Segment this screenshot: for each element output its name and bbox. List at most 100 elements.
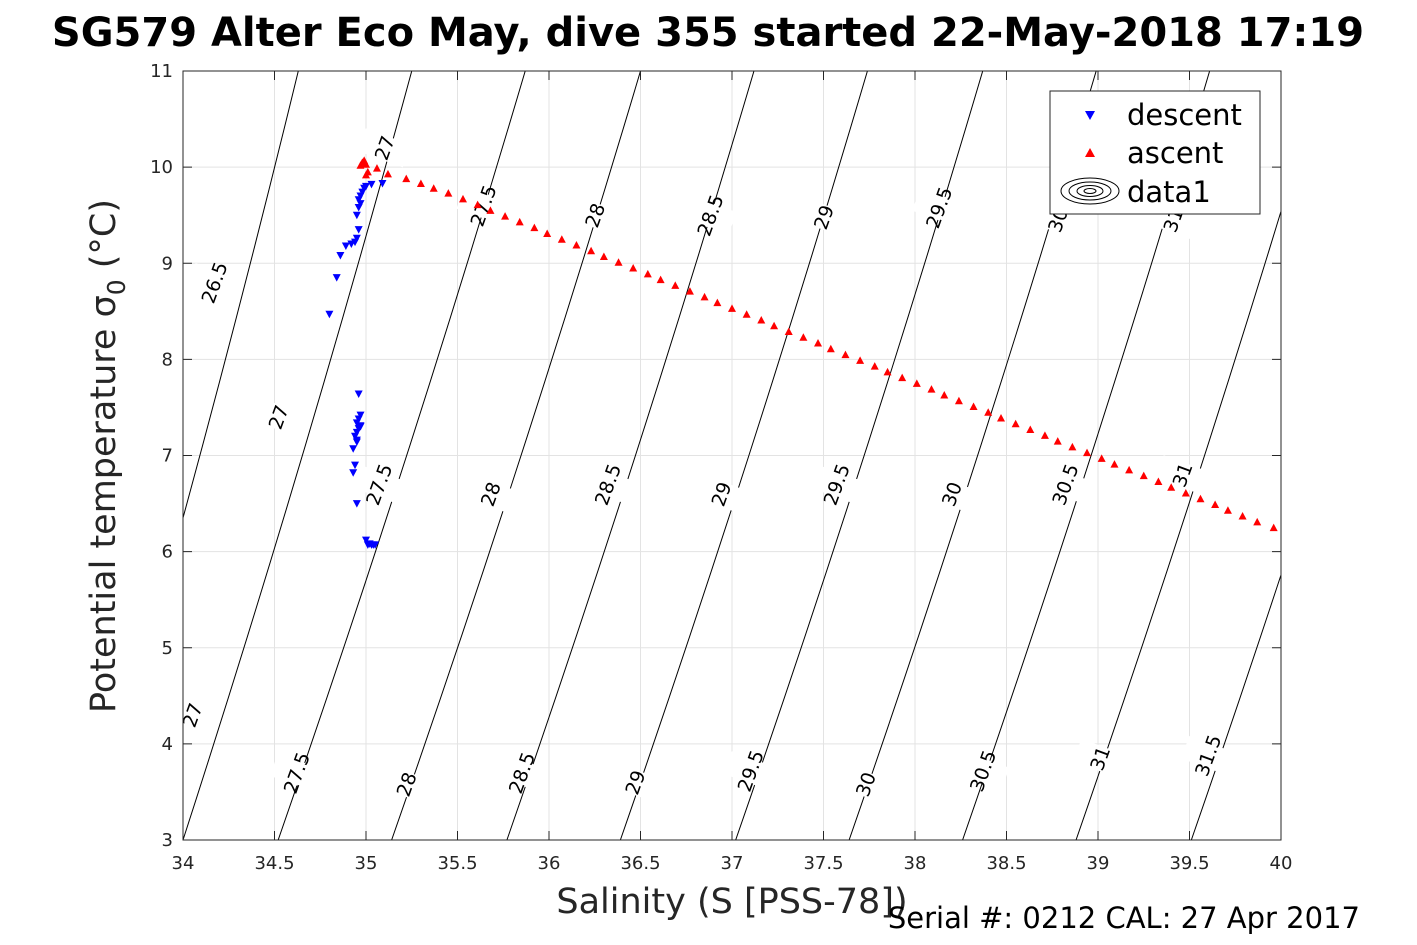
isopycnal-contour	[391, 71, 641, 840]
ascent-point	[969, 402, 978, 410]
ascent-point	[1211, 500, 1220, 509]
contour-label-bg	[723, 751, 777, 791]
x-tick-label: 36.5	[620, 853, 660, 874]
ascent-point	[870, 362, 879, 370]
ascent-point	[1097, 454, 1106, 462]
descent-point	[325, 310, 334, 319]
ascent-point	[1139, 471, 1148, 480]
y-tick-label: 8	[162, 349, 173, 370]
ascent-point	[940, 390, 949, 399]
ascent-point	[1196, 494, 1205, 503]
descent-point	[352, 234, 361, 243]
ascent-point	[599, 252, 608, 261]
y-axis-label-main: Potential temperature σ	[84, 295, 124, 713]
descent-point	[356, 411, 365, 420]
ascent-point	[1223, 506, 1232, 514]
contour-label-bg	[494, 753, 549, 793]
ascent-point	[486, 206, 495, 214]
ascent-point	[856, 356, 865, 364]
ascent-point	[587, 246, 596, 255]
ascent-point	[912, 379, 921, 387]
y-axis-label: Potential temperature σ0 (°C)	[84, 199, 131, 713]
contour-label-bg	[912, 188, 966, 227]
contour-label-bg	[809, 464, 863, 504]
y-tick-label: 4	[162, 734, 173, 755]
legend-descent-marker	[1085, 111, 1095, 120]
ascent-point	[1068, 442, 1077, 451]
y-tick-label: 3	[162, 830, 173, 851]
x-tick-label: 38.5	[986, 853, 1026, 874]
y-tick-label: 6	[162, 542, 173, 563]
ascent-point	[841, 350, 850, 359]
serial-cal-footer: Serial #: 0212 CAL: 27 Apr 2017	[888, 901, 1360, 935]
contour-label-bg	[796, 197, 851, 237]
ascent-point	[1167, 483, 1176, 491]
contour-label-bg	[165, 695, 219, 735]
contour-label-bg	[463, 474, 518, 514]
ascent-point	[1154, 477, 1163, 485]
y-tick-label: 10	[150, 157, 173, 178]
ascent-point	[784, 327, 793, 335]
ascent-point	[530, 223, 539, 232]
ascent-point	[1253, 517, 1262, 526]
ascent-point	[372, 164, 381, 172]
contour-label-bg	[1181, 735, 1235, 775]
contour-label-bg	[1073, 738, 1127, 778]
ascent-point	[473, 200, 482, 209]
x-tick-label: 35	[355, 853, 378, 874]
legend-ascent-marker	[1085, 148, 1095, 157]
y-axis-label-unit: (°C)	[84, 199, 124, 279]
ascent-point	[954, 396, 963, 405]
ascent-point	[770, 321, 779, 330]
contour-label-bg	[269, 753, 324, 793]
contour-label-bg	[456, 186, 510, 226]
y-tick-label: 5	[162, 638, 173, 659]
ascent-point	[362, 160, 370, 168]
ascent-point	[713, 298, 722, 307]
ascent-point	[501, 212, 510, 220]
ascent-point	[728, 304, 736, 312]
isopycnal-contour	[1190, 573, 1281, 840]
contour-label-bg	[1031, 200, 1085, 240]
ascent-point	[643, 269, 652, 278]
contour-label-bg	[1155, 455, 1209, 495]
x-axis-ticks: 34 34.5 35 35.5 36 36.5 37 37.5 38 38.5 39 39.5 40	[172, 71, 1292, 874]
x-tick-label: 35.5	[437, 853, 477, 874]
ascent-point	[1269, 523, 1278, 532]
x-tick-label: 37	[721, 853, 744, 874]
legend-box	[1049, 90, 1261, 215]
descent-point	[352, 436, 361, 445]
ascent-point	[383, 169, 392, 178]
descent-point	[349, 469, 358, 477]
ascent-point	[826, 344, 835, 353]
x-tick-label: 36	[538, 853, 561, 874]
descent-point	[356, 422, 365, 430]
ascent-point	[458, 194, 467, 203]
y-tick-label: 11	[150, 61, 173, 82]
descent-point	[362, 182, 370, 191]
legend-data1-marker	[1060, 177, 1120, 205]
ascent-point	[757, 315, 766, 324]
contour-label-bg	[568, 195, 622, 235]
ascent-point	[685, 287, 694, 295]
ascent-point	[362, 170, 370, 179]
descent-point	[349, 445, 358, 453]
ascent-point	[572, 240, 581, 249]
descent-point	[352, 211, 361, 220]
ascent-point	[629, 264, 638, 272]
x-tick-label: 37.5	[803, 853, 843, 874]
ascent-point	[1083, 448, 1092, 457]
descent-point	[352, 500, 361, 508]
x-tick-label: 39.5	[1169, 853, 1209, 874]
ascent-point	[1181, 488, 1190, 497]
ascent-point	[883, 367, 892, 376]
contour-label-bg	[352, 464, 406, 504]
ascent-point	[1238, 512, 1247, 520]
descent-point	[332, 274, 341, 282]
ascent-point	[742, 310, 751, 318]
x-tick-label: 38	[904, 853, 927, 874]
descent-point	[354, 226, 363, 234]
descent-point	[378, 179, 387, 188]
descent-point	[367, 180, 376, 189]
legend-data1-label: data1	[1127, 175, 1211, 209]
